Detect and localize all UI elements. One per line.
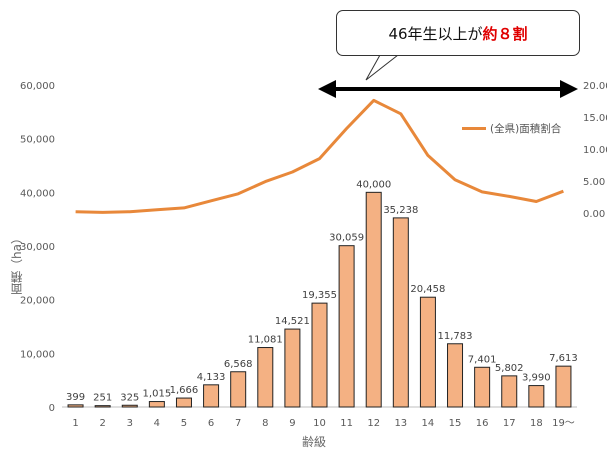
bar [121, 404, 138, 408]
bar-data-label: 19,355 [302, 290, 337, 301]
bar [501, 375, 518, 408]
line-series-area-ratio [75, 98, 564, 214]
legend: (全県)面積割合 [462, 121, 561, 136]
legend-line-swatch [462, 127, 486, 130]
bar-data-label: 11,081 [248, 335, 283, 346]
callout-highlight: 約８割 [482, 24, 528, 43]
x-tick-label: 12 [367, 418, 380, 429]
bar-data-label: 5,802 [495, 363, 524, 374]
x-tick-label: 9 [289, 418, 295, 429]
x-tick-label: 1 [72, 418, 78, 429]
bar-data-label: 325 [120, 392, 139, 403]
bar-data-label: 20,458 [410, 284, 445, 295]
bar [555, 365, 572, 408]
y2-tick-label: 10.00 [583, 145, 607, 156]
bar-data-label: 3,990 [522, 373, 551, 384]
x-tick-label: 10 [313, 418, 326, 429]
y-tick-label: 50,000 [20, 135, 55, 146]
bar [67, 404, 84, 408]
bar-data-label: 30,059 [329, 233, 364, 244]
y-axis-title: 面積（ha） [10, 232, 24, 295]
bar [365, 191, 382, 408]
x-axis-title: 齢級 [302, 435, 327, 449]
bar-data-label: 35,238 [383, 205, 418, 216]
y2-tick-label: 0.00 [583, 209, 605, 220]
bar-data-label: 4,133 [197, 372, 226, 383]
range-arrow-right-head [560, 80, 578, 98]
x-tick-label: 16 [476, 418, 489, 429]
y-tick-label: 30,000 [20, 242, 55, 253]
callout-tail [365, 54, 400, 81]
range-arrow-left-head [318, 80, 336, 98]
bar-data-label: 1,666 [170, 385, 199, 396]
x-tick-label: 4 [154, 418, 160, 429]
bar [257, 347, 274, 408]
x-tick-label: 14 [422, 418, 435, 429]
y2-tick-label: 5.00 [583, 177, 605, 188]
bar [474, 366, 491, 408]
y-tick-label: 40,000 [20, 188, 55, 199]
legend-label: (全県)面積割合 [490, 123, 562, 135]
bar-data-label: 251 [93, 393, 112, 404]
bar-data-label: 11,783 [438, 331, 473, 342]
x-tick-label: 13 [394, 418, 407, 429]
x-tick-label: 19〜 [552, 418, 575, 429]
x-tick-label: 6 [208, 418, 214, 429]
bar [338, 245, 355, 408]
x-tick-label: 11 [340, 418, 353, 429]
bar [203, 384, 220, 408]
bar [311, 302, 328, 408]
x-tick-label: 3 [127, 418, 133, 429]
callout-prefix: 46年生以上が [388, 24, 483, 43]
bar-data-label: 14,521 [275, 316, 310, 327]
bar-data-label: 399 [66, 392, 85, 403]
x-tick-label: 8 [262, 418, 268, 429]
bar-data-label: 6,568 [224, 359, 253, 370]
x-tick-label: 15 [449, 418, 462, 429]
bar [94, 405, 111, 408]
y-tick-label: 0 [49, 403, 55, 414]
y-tick-label: 10,000 [20, 349, 55, 360]
bar [148, 401, 165, 408]
y2-tick-label: 20.00 [583, 81, 607, 92]
bar-data-label: 40,000 [356, 179, 391, 190]
y2-tick-label: 15.00 [583, 113, 607, 124]
bar [419, 296, 436, 408]
bar [447, 343, 464, 408]
bar-data-label: 1,015 [143, 389, 172, 400]
callout-box: 46年生以上が 約８割 [336, 10, 580, 56]
x-tick-label: 18 [530, 418, 543, 429]
x-tick-label: 7 [235, 418, 241, 429]
bar-data-label: 7,613 [549, 353, 578, 364]
bar [230, 371, 247, 408]
x-tick-label: 2 [99, 418, 105, 429]
y-tick-label: 20,000 [20, 296, 55, 307]
y-tick-label: 60,000 [20, 81, 55, 92]
bar-data-label: 7,401 [468, 354, 497, 365]
bar [284, 328, 301, 408]
x-tick-label: 5 [181, 418, 187, 429]
bar [175, 397, 192, 408]
bar [528, 385, 545, 408]
bar [392, 217, 409, 408]
x-tick-label: 17 [503, 418, 516, 429]
